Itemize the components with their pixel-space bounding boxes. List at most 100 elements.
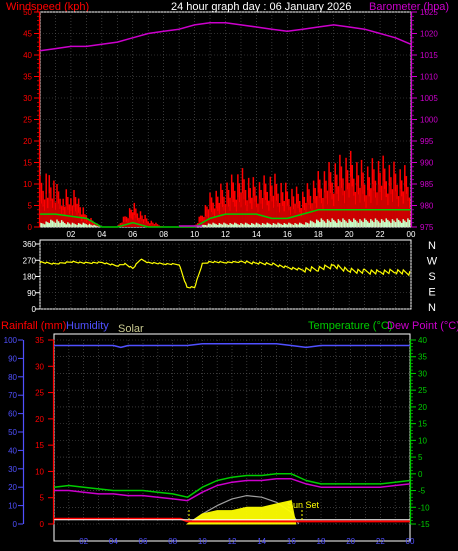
compass-label: W xyxy=(427,256,438,268)
windspeed-tick-label: 40 xyxy=(23,51,32,60)
graph-title: 24 hour graph day : 06 January 2026 xyxy=(171,1,351,13)
climate-hour-label: 14 xyxy=(257,537,266,546)
climate-hour-label: 08 xyxy=(168,537,177,546)
temperature-tick-label: 5 xyxy=(418,453,423,462)
wind-hour-label: 06 xyxy=(128,230,137,239)
rainfall-tick-label: 10 xyxy=(35,467,44,476)
humidity-line xyxy=(54,342,410,349)
tick-labels: 0510152025303540455097598098599099510001… xyxy=(4,8,439,546)
barometer-tick-label: 1005 xyxy=(420,94,438,103)
rainfall-tick-label: 35 xyxy=(35,336,44,345)
barometer-tick-label: 980 xyxy=(420,202,434,211)
humidity-tick-label: 50 xyxy=(8,428,17,437)
windspeed-tick-label: 10 xyxy=(23,180,32,189)
wind-direction-line xyxy=(39,258,411,289)
windspeed-tick-label: 0 xyxy=(28,223,33,232)
barometer-tick-label: 995 xyxy=(420,137,434,146)
barometer-axis-label: Barometer (hpa) xyxy=(369,1,449,13)
barometer-tick-label: 975 xyxy=(420,223,434,232)
temperature-tick-label: -10 xyxy=(418,503,430,512)
temperature-line xyxy=(53,473,411,498)
wind-hour-label: 02 xyxy=(66,230,75,239)
climate-hour-label: 18 xyxy=(317,537,326,546)
windspeed-axis-label: Windspeed (kph) xyxy=(6,1,89,13)
dewpoint-line xyxy=(54,478,411,502)
rainfall-tick-label: 20 xyxy=(35,415,44,424)
windspeed-tick-label: 35 xyxy=(23,73,32,82)
rainfall-tick-label: 30 xyxy=(35,362,44,371)
solar-area xyxy=(185,499,297,525)
wind-hour-label: 04 xyxy=(97,230,106,239)
temperature-tick-label: 40 xyxy=(418,336,427,345)
barometer-tick-label: 1025 xyxy=(420,8,438,17)
climate-hour-label: 12 xyxy=(228,537,237,546)
barometer-tick-label: 990 xyxy=(420,159,434,168)
compass-label: S xyxy=(428,271,435,283)
compass-label: N xyxy=(428,302,436,314)
humidity-tick-label: 70 xyxy=(8,391,17,400)
climate-hour-label: 10 xyxy=(198,537,207,546)
dewpoint-axis-label: Dew Point (°C) xyxy=(387,320,458,332)
wind-hour-label: 12 xyxy=(221,230,230,239)
temperature-tick-label: 35 xyxy=(418,353,427,362)
barometer-line xyxy=(39,22,412,52)
humidity-tick-label: 90 xyxy=(8,354,17,363)
rainfall-tick-label: 0 xyxy=(40,520,45,529)
humidity-tick-label: 80 xyxy=(8,373,17,382)
direction-tick-label: 90 xyxy=(27,289,36,298)
direction-tick-label: 180 xyxy=(23,273,37,282)
direction-tick-label: 0 xyxy=(32,305,37,314)
humidity-tick-label: 10 xyxy=(8,502,17,511)
temperature-tick-label: 30 xyxy=(418,369,427,378)
rainfall-axis-label: Rainfall (mm) xyxy=(1,320,66,332)
series-lines xyxy=(39,22,412,525)
humidity-tick-label: 0 xyxy=(13,520,18,529)
climate-hour-label: 04 xyxy=(109,537,118,546)
temperature-tick-label: 10 xyxy=(418,436,427,445)
humidity-tick-label: 40 xyxy=(8,446,17,455)
windspeed-tick-label: 25 xyxy=(23,116,32,125)
windspeed-tick-label: 5 xyxy=(28,202,33,211)
windspeed-tick-label: 45 xyxy=(23,30,32,39)
wind-hour-label: 20 xyxy=(345,230,354,239)
barometer-tick-label: 1015 xyxy=(420,51,438,60)
barometer-tick-label: 1010 xyxy=(420,73,438,82)
wind-hour-label: 10 xyxy=(190,230,199,239)
climate-hour-label: 22 xyxy=(376,537,385,546)
wind-hour-label: 14 xyxy=(252,230,261,239)
temperature-tick-label: 25 xyxy=(418,386,427,395)
rainfall-tick-label: 15 xyxy=(35,441,44,450)
direction-tick-label: 270 xyxy=(23,256,37,265)
wind-hour-label: 16 xyxy=(283,230,292,239)
temperature-axis-label: Temperature (°C) xyxy=(308,320,392,332)
climate-hour-label: 02 xyxy=(79,537,88,546)
climate-plot-frame xyxy=(53,333,411,542)
wind-hour-label: 08 xyxy=(159,230,168,239)
climate-hour-label: 06 xyxy=(139,537,148,546)
direction-tick-label: 360 xyxy=(23,240,37,249)
humidity-tick-label: 60 xyxy=(8,410,17,419)
barometer-tick-label: 1020 xyxy=(420,30,438,39)
grid-lines xyxy=(39,11,412,525)
humidity-tick-label: 20 xyxy=(8,483,17,492)
solar-label: Solar xyxy=(118,323,144,335)
temperature-tick-label: -15 xyxy=(418,520,430,529)
wind-hour-label: 00 xyxy=(407,230,416,239)
barometer-tick-label: 1000 xyxy=(420,116,438,125)
climate-hour-label: 00 xyxy=(406,537,415,546)
wind-hour-label: 18 xyxy=(314,230,323,239)
wind-hour-label: 22 xyxy=(376,230,385,239)
climate-hour-label: 20 xyxy=(346,537,355,546)
temperature-tick-label: 0 xyxy=(418,470,423,479)
compass-label: N xyxy=(428,240,436,252)
rainfall-tick-label: 5 xyxy=(40,494,45,503)
barometer-tick-label: 985 xyxy=(420,180,434,189)
humidity-axis-label: Humidity xyxy=(66,320,109,332)
windspeed-tick-label: 50 xyxy=(23,8,32,17)
wind-average-line xyxy=(40,209,411,228)
rainfall-tick-label: 25 xyxy=(35,389,44,398)
compass-label: E xyxy=(428,287,435,299)
windspeed-tick-label: 20 xyxy=(23,137,32,146)
temperature-tick-label: 15 xyxy=(418,420,427,429)
